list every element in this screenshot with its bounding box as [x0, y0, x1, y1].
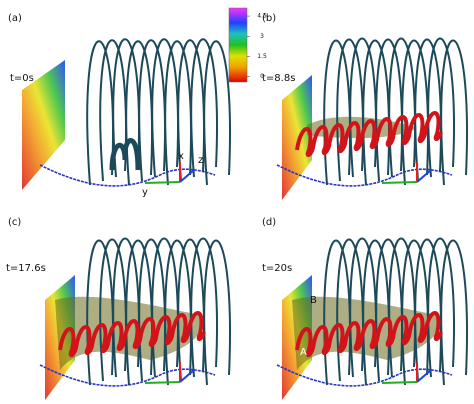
axis-arrow: [416, 369, 432, 383]
axis-arrow: [179, 369, 195, 383]
axis-label: y: [142, 187, 148, 198]
panel: [276, 37, 468, 200]
field-line: [203, 40, 231, 186]
axis-arrow: [416, 169, 432, 183]
axis-arrow: [144, 381, 181, 384]
colorbar-tick-label: 3: [260, 33, 264, 40]
flux-rope: [58, 311, 206, 357]
field-line: [427, 37, 455, 178]
panel-label: (a): [8, 13, 22, 24]
axis-label: z: [198, 155, 203, 166]
panel: [276, 237, 468, 400]
panel-time: t=0s: [10, 73, 34, 84]
axis-arrow: [381, 181, 418, 184]
axis-arrow: [179, 169, 195, 183]
field-line: [203, 239, 231, 386]
slice-plane: [282, 75, 312, 200]
panel-label: (c): [8, 217, 21, 228]
region-label: B: [310, 295, 317, 306]
field-line: [440, 239, 468, 386]
colorbar-tick-label: 0: [260, 73, 264, 80]
colorbar-tick-label: 1.5: [257, 53, 267, 60]
flux-rope: [295, 311, 443, 357]
flux-tube: [109, 138, 141, 171]
field-line: [440, 39, 468, 186]
panel-time: t=8.8s: [262, 73, 295, 84]
panel-time: t=17.6s: [6, 263, 46, 274]
region-label: A: [300, 347, 307, 358]
panels: [22, 37, 468, 400]
colorbar: [228, 7, 248, 83]
axis-label: x: [178, 151, 184, 162]
panel: [22, 38, 231, 190]
axis-arrow: [381, 381, 418, 384]
axis-arrow: [144, 181, 181, 184]
slice-plane: [22, 60, 65, 190]
panel-label: (d): [262, 217, 276, 228]
field-line: [190, 237, 218, 378]
field-curve: [39, 364, 216, 387]
colorbar-tick-label: 4.5: [257, 13, 267, 20]
field-line: [190, 38, 218, 178]
field-curve: [276, 364, 453, 387]
field-curve: [276, 164, 453, 187]
panel-time: t=20s: [262, 263, 292, 274]
panel: [39, 237, 231, 400]
field-line: [427, 237, 455, 378]
flux-rope: [295, 111, 443, 157]
panel-label: (b): [262, 13, 276, 24]
field-curve: [39, 164, 216, 187]
